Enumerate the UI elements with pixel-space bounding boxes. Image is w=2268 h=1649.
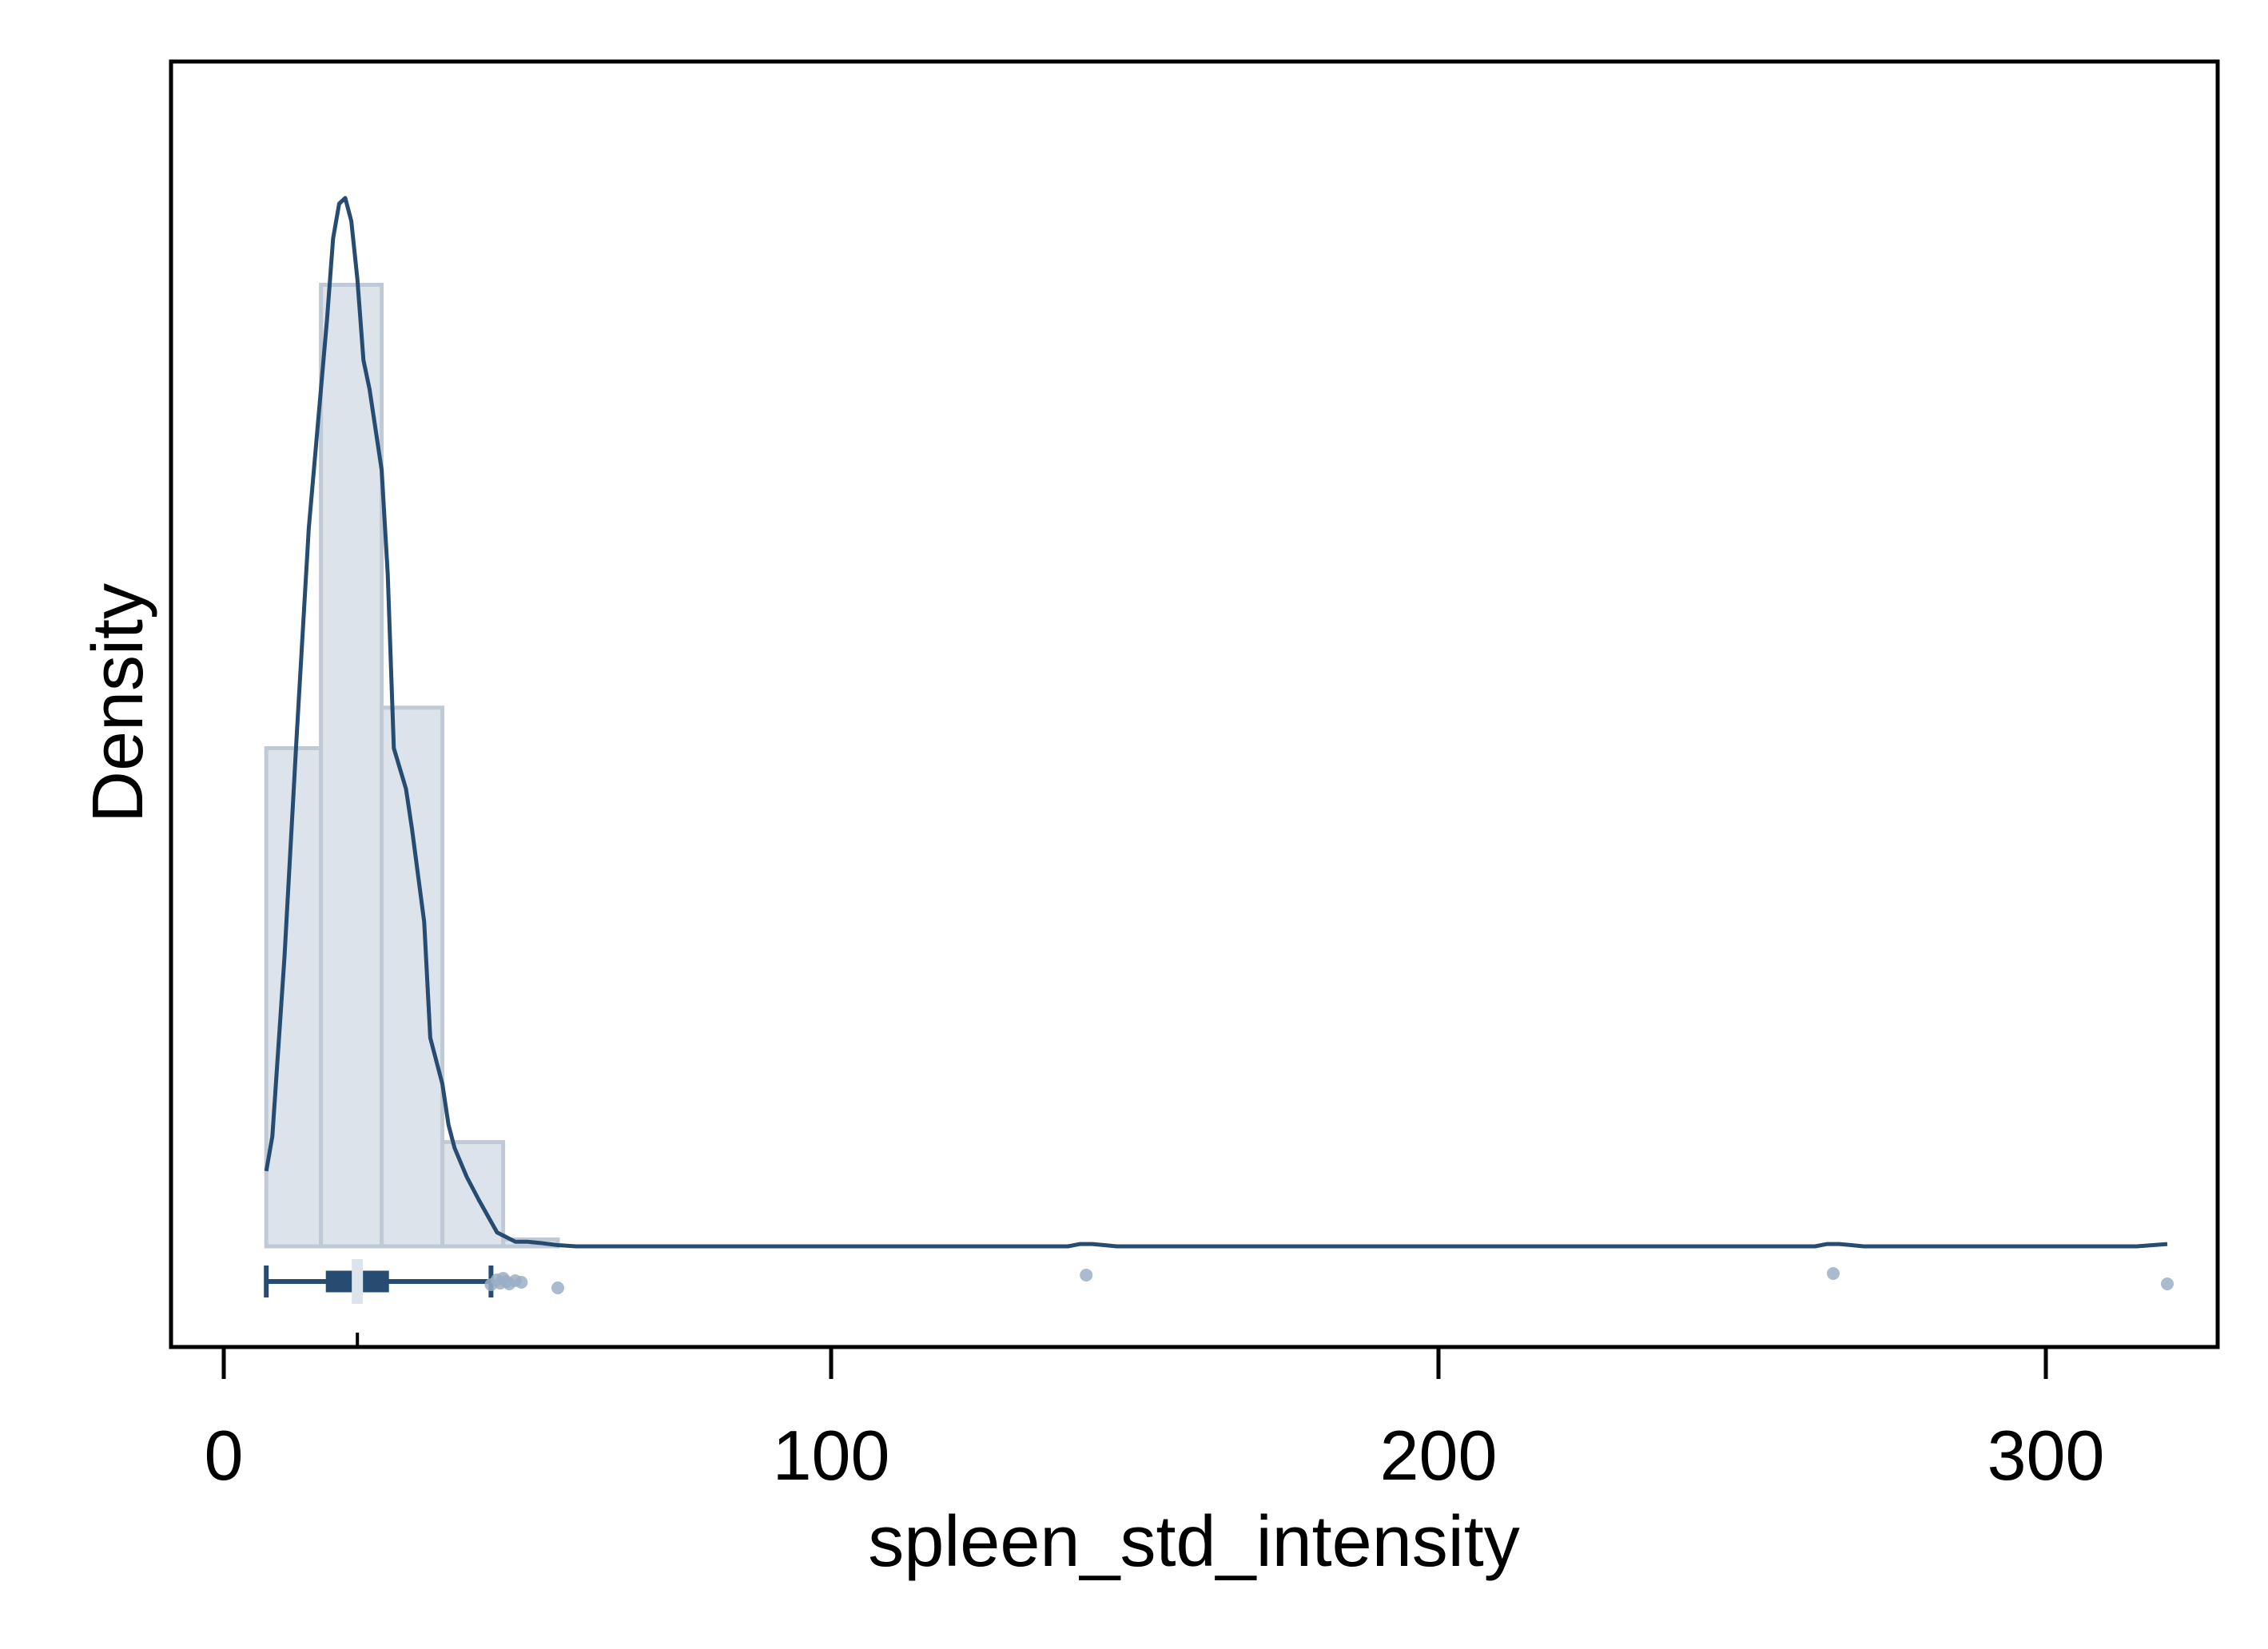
outlier-point: [1080, 1269, 1093, 1281]
outlier-point: [551, 1281, 564, 1294]
x-tick-label-0: 0: [205, 1416, 244, 1495]
density-curve-layer: [264, 196, 2168, 1249]
x-tick-label-200: 200: [1380, 1416, 1498, 1495]
x-tick-label-300: 300: [1987, 1416, 2105, 1495]
outlier-points: [484, 1267, 2174, 1294]
histogram-bars: [264, 283, 560, 1249]
histogram-bar-2: [319, 283, 384, 1249]
plot-frame: [169, 59, 2220, 1349]
boxplot-layer: [264, 1259, 494, 1304]
outlier-point: [515, 1276, 528, 1289]
histogram-bar-1: [264, 746, 324, 1249]
y-axis-label: Density: [78, 583, 158, 823]
outlier-point: [2161, 1277, 2174, 1290]
x-axis-ticks: 0 100 200 300: [205, 1333, 2105, 1495]
x-tick-label-100: 100: [773, 1416, 890, 1495]
density-curve: [264, 196, 2168, 1249]
x-axis-label: spleen_std_intensity: [868, 1502, 1520, 1582]
histogram-bar-3: [380, 705, 445, 1249]
boxplot-median: [352, 1259, 364, 1304]
outlier-point: [1827, 1267, 1840, 1280]
